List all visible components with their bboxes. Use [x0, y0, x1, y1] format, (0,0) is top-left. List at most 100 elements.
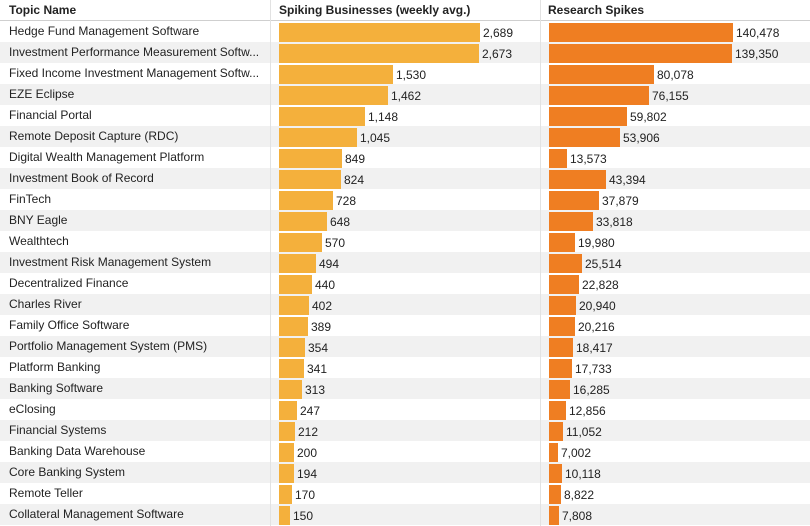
research-bar: [549, 359, 572, 378]
research-bar: [549, 380, 570, 399]
topic-name: Collateral Management Software: [9, 507, 184, 521]
table-row[interactable]: Wealthtech 570 19,980: [0, 231, 810, 252]
research-value: 20,216: [578, 320, 615, 334]
topic-name: BNY Eagle: [9, 213, 68, 227]
research-bar: [549, 275, 579, 294]
table-row[interactable]: Investment Risk Management System 494 25,5…: [0, 252, 810, 273]
research-bar: [549, 191, 599, 210]
table-row[interactable]: Banking Data Warehouse 200 7,002: [0, 441, 810, 462]
businesses-value: 1,045: [360, 131, 391, 145]
column-header-businesses[interactable]: Spiking Businesses (weekly avg.): [279, 3, 471, 17]
table-row[interactable]: Core Banking System 194 10,118: [0, 462, 810, 483]
businesses-bar: [279, 317, 308, 336]
businesses-value: 341: [307, 362, 328, 376]
businesses-bar: [279, 338, 305, 357]
topic-name: Fixed Income Investment Management Softw…: [9, 66, 260, 80]
table-row[interactable]: Investment Book of Record 824 43,394: [0, 168, 810, 189]
table-row[interactable]: Decentralized Finance 440 22,828: [0, 273, 810, 294]
research-bar: [549, 65, 654, 84]
topic-name: Financial Systems: [9, 423, 107, 437]
table-row[interactable]: Banking Software 313 16,285: [0, 378, 810, 399]
topic-name: Portfolio Management System (PMS): [9, 339, 208, 353]
businesses-bar: [279, 86, 388, 105]
businesses-value: 150: [293, 509, 314, 523]
table-row[interactable]: Remote Deposit Capture (RDC) 1,045 53,906: [0, 126, 810, 147]
businesses-bar: [279, 296, 309, 315]
research-value: 16,285: [573, 383, 610, 397]
research-value: 12,856: [569, 404, 606, 418]
table-row[interactable]: BNY Eagle 648 33,818: [0, 210, 810, 231]
research-value: 140,478: [736, 26, 780, 40]
topic-name: Wealthtech: [9, 234, 69, 248]
research-value: 8,822: [564, 488, 595, 502]
businesses-bar: [279, 506, 290, 525]
topic-name: Investment Performance Measurement Softw…: [9, 45, 260, 59]
businesses-value: 440: [315, 278, 336, 292]
table-row[interactable]: Financial Systems 212 11,052: [0, 420, 810, 441]
table-row[interactable]: Digital Wealth Management Platform 849 13,…: [0, 147, 810, 168]
businesses-value: 494: [319, 257, 340, 271]
topic-name: Decentralized Finance: [9, 276, 129, 290]
businesses-value: 824: [344, 173, 365, 187]
businesses-bar: [279, 485, 292, 504]
businesses-bar: [279, 464, 294, 483]
table-row[interactable]: eClosing 247 12,856: [0, 399, 810, 420]
table-row[interactable]: Investment Performance Measurement Softw…: [0, 42, 810, 63]
research-bar: [549, 170, 606, 189]
research-value: 20,940: [579, 299, 616, 313]
table-row[interactable]: Portfolio Management System (PMS) 354 18,4…: [0, 336, 810, 357]
research-value: 11,052: [566, 425, 602, 439]
column-divider: [540, 0, 541, 526]
businesses-bar: [279, 233, 322, 252]
topic-name: eClosing: [9, 402, 56, 416]
table-row[interactable]: Fixed Income Investment Management Softw…: [0, 63, 810, 84]
research-value: 19,980: [578, 236, 615, 250]
table-row[interactable]: Financial Portal 1,148 59,802: [0, 105, 810, 126]
research-bar: [549, 317, 575, 336]
businesses-value: 389: [311, 320, 332, 334]
businesses-value: 648: [330, 215, 351, 229]
table-row[interactable]: Hedge Fund Management Software 2,689 140,4…: [0, 21, 810, 42]
topic-name: Investment Risk Management System: [9, 255, 212, 269]
businesses-value: 1,530: [396, 68, 427, 82]
businesses-value: 194: [297, 467, 318, 481]
research-value: 7,808: [562, 509, 593, 523]
businesses-value: 728: [336, 194, 357, 208]
businesses-bar: [279, 254, 316, 273]
topic-name: FinTech: [9, 192, 52, 206]
table-row[interactable]: Family Office Software 389 20,216: [0, 315, 810, 336]
businesses-bar: [279, 275, 312, 294]
column-header-research[interactable]: Research Spikes: [548, 3, 645, 17]
topic-name: Remote Teller: [9, 486, 83, 500]
research-value: 25,514: [585, 257, 622, 271]
research-value: 13,573: [570, 152, 607, 166]
topic-name: Digital Wealth Management Platform: [9, 150, 205, 164]
research-bar: [549, 233, 575, 252]
research-bar: [549, 443, 558, 462]
topic-name: Hedge Fund Management Software: [9, 24, 200, 38]
businesses-value: 570: [325, 236, 346, 250]
research-value: 22,828: [582, 278, 619, 292]
column-header-topic[interactable]: Topic Name: [9, 3, 77, 17]
table-row[interactable]: EZE Eclipse 1,462 76,155: [0, 84, 810, 105]
topic-name: Investment Book of Record: [9, 171, 154, 185]
research-bar: [549, 107, 627, 126]
businesses-value: 247: [300, 404, 321, 418]
research-value: 59,802: [630, 110, 667, 124]
research-bar: [549, 296, 576, 315]
businesses-value: 1,148: [368, 110, 399, 124]
table-row[interactable]: Collateral Management Software 150 7,808: [0, 504, 810, 525]
businesses-value: 200: [297, 446, 318, 460]
table-row[interactable]: Remote Teller 170 8,822: [0, 483, 810, 504]
research-value: 10,118: [565, 467, 601, 481]
businesses-bar: [279, 44, 479, 63]
businesses-value: 2,689: [483, 26, 514, 40]
businesses-value: 402: [312, 299, 333, 313]
research-value: 43,394: [609, 173, 646, 187]
table-row[interactable]: Platform Banking 341 17,733: [0, 357, 810, 378]
research-bar: [549, 401, 566, 420]
research-bar: [549, 212, 593, 231]
table-row[interactable]: Charles River 402 20,940: [0, 294, 810, 315]
businesses-value: 212: [298, 425, 319, 439]
table-row[interactable]: FinTech 728 37,879: [0, 189, 810, 210]
